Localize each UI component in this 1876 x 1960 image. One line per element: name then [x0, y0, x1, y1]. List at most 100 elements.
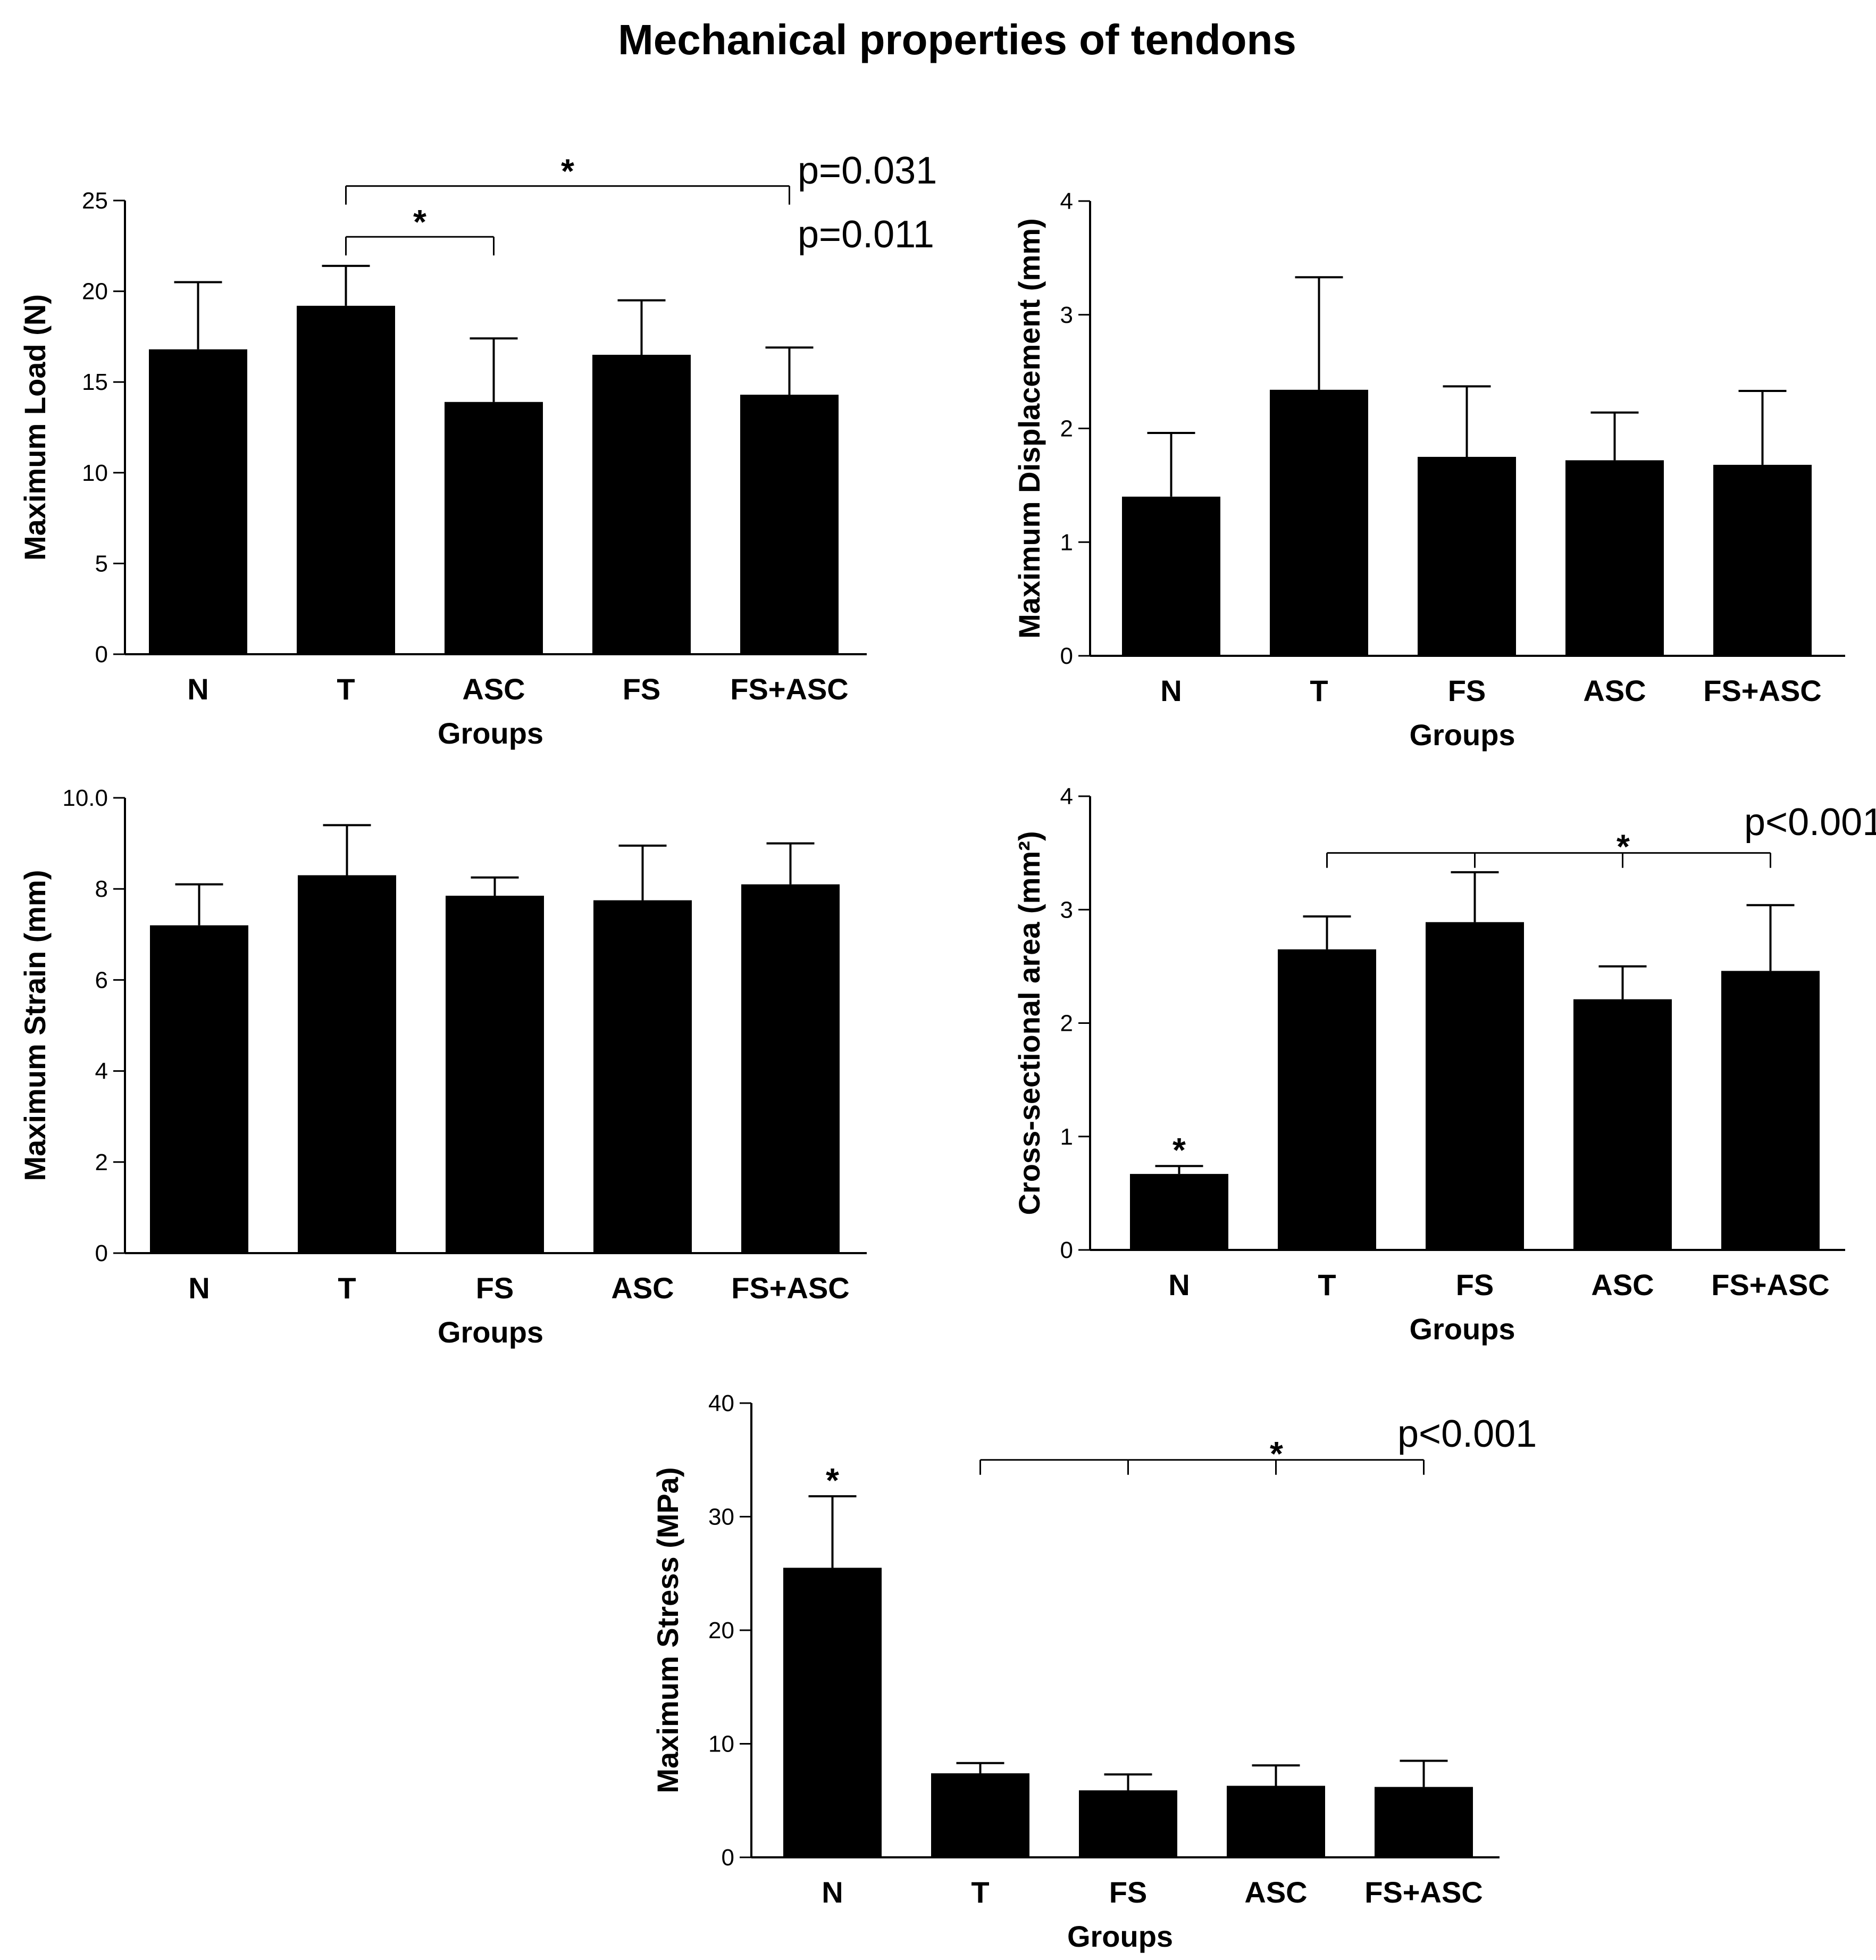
y-tick-label: 30: [708, 1504, 734, 1530]
significance-star: *: [826, 1461, 839, 1499]
y-tick-label: 2: [1060, 416, 1073, 442]
x-axis-title: Groups: [1409, 1312, 1515, 1346]
category-label: N: [188, 1271, 210, 1305]
y-tick-label: 25: [82, 188, 108, 214]
category-label: ASC: [462, 672, 525, 706]
x-axis-title: Groups: [438, 716, 543, 750]
bar-fs-plus-asc: [740, 395, 839, 654]
y-tick-label: 3: [1060, 897, 1073, 923]
chart-displacement: 0 1 2 3 4 N T FS ASC FS+ASC Groups Maximum Displace…: [1012, 188, 1845, 752]
category-label: N: [1160, 674, 1182, 707]
y-tick-label: 2: [95, 1149, 108, 1175]
category-label: ASC: [1591, 1268, 1654, 1302]
significance-star: *: [413, 203, 426, 241]
category-label: N: [1168, 1268, 1190, 1302]
bar-fs: [1079, 1790, 1177, 1857]
bar-asc: [593, 900, 692, 1253]
bar-asc: [1573, 999, 1672, 1250]
y-tick-label: 15: [82, 369, 108, 395]
bar-fs: [592, 355, 691, 654]
p-value-label: p=0.011: [798, 213, 934, 256]
bar-t: [1270, 389, 1368, 656]
significance-star: *: [561, 152, 574, 190]
p-value-label: p=0.031: [798, 149, 937, 192]
category-label: FS+ASC: [730, 672, 849, 706]
category-label: N: [187, 672, 208, 706]
figure-title: Mechanical properties of tendons: [618, 16, 1296, 63]
bar-n: [149, 349, 247, 654]
bar-asc: [1227, 1786, 1325, 1857]
significance-star: *: [1617, 828, 1630, 866]
category-label: FS+ASC: [1364, 1875, 1483, 1909]
bar-t: [298, 875, 396, 1253]
chart-strain: 0 2 4 6 8 10.0 N T FS ASC FS+ASC Groups Maximum Stra…: [18, 785, 867, 1349]
y-tick-label: 10.0: [62, 785, 108, 811]
category-label: T: [1318, 1268, 1336, 1302]
y-tick-label: 20: [82, 279, 108, 305]
bar-fs-plus-asc: [1713, 464, 1812, 656]
bar-t: [1278, 949, 1376, 1250]
y-tick-label: 3: [1060, 302, 1073, 328]
category-label: FS: [623, 672, 661, 706]
y-axis-title: Maximum Stress (MPa): [651, 1467, 684, 1793]
y-tick-label: 4: [1060, 783, 1073, 810]
bar-fs-plus-asc: [1721, 971, 1820, 1250]
x-axis-title: Groups: [1409, 718, 1515, 752]
category-label: N: [822, 1875, 843, 1909]
y-tick-label: 0: [95, 1240, 108, 1266]
y-tick-label: 20: [708, 1617, 734, 1644]
y-axis-title: Maximum Load (N): [18, 294, 52, 561]
significance-star: *: [1270, 1434, 1283, 1473]
y-axis-title: Maximum Displacement (mm): [1012, 218, 1046, 638]
y-axis-title: Maximum Strain (mm): [18, 870, 52, 1181]
bar-t: [931, 1773, 1029, 1857]
category-label: T: [337, 672, 355, 706]
category-label: T: [971, 1875, 989, 1909]
category-label: FS+ASC: [1703, 674, 1822, 707]
y-tick-label: 40: [708, 1390, 734, 1416]
y-tick-label: 1: [1060, 529, 1073, 555]
chart-area: 0 1 2 3 4 N T FS ASC FS+ASC Groups Cross-sectional …: [1012, 783, 1876, 1346]
y-tick-label: 4: [1060, 188, 1073, 214]
category-label: FS: [1109, 1875, 1148, 1909]
y-tick-label: 5: [95, 551, 108, 577]
category-label: FS: [476, 1271, 514, 1305]
category-label: FS: [1448, 674, 1486, 707]
y-axis-title: Cross-sectional area (mm²): [1012, 831, 1046, 1215]
y-tick-label: 6: [95, 967, 108, 993]
bar-fs: [1426, 922, 1524, 1250]
bar-asc: [445, 402, 543, 654]
y-tick-label: 10: [82, 460, 108, 486]
bar-n: [1122, 496, 1220, 656]
category-label: FS+ASC: [731, 1271, 850, 1305]
y-tick-label: 0: [1060, 643, 1073, 669]
y-tick-label: 2: [1060, 1011, 1073, 1037]
category-label: ASC: [611, 1271, 674, 1305]
bar-t: [297, 305, 395, 654]
category-label: T: [338, 1271, 356, 1305]
y-tick-label: 0: [722, 1845, 734, 1871]
bar-fs: [446, 896, 544, 1253]
bar-fs-plus-asc: [741, 884, 840, 1253]
bar-fs: [1418, 456, 1516, 656]
p-value-label: p<0.001: [1397, 1413, 1537, 1455]
y-tick-label: 4: [95, 1058, 108, 1085]
significance-star: *: [1172, 1131, 1186, 1169]
bar-n: [1130, 1174, 1228, 1250]
y-tick-label: 10: [708, 1731, 734, 1757]
category-label: ASC: [1244, 1875, 1307, 1909]
x-axis-title: Groups: [1067, 1920, 1173, 1953]
bar-fs-plus-asc: [1375, 1787, 1473, 1857]
y-tick-label: 0: [1060, 1237, 1073, 1263]
category-label: FS: [1456, 1268, 1494, 1302]
p-value-label: p<0.001: [1744, 801, 1876, 844]
y-tick-label: 1: [1060, 1124, 1073, 1150]
category-label: T: [1310, 674, 1328, 707]
bar-asc: [1565, 460, 1664, 656]
y-tick-label: 8: [95, 876, 108, 902]
x-axis-title: Groups: [438, 1315, 543, 1349]
bar-n: [150, 925, 248, 1253]
y-tick-label: 0: [95, 641, 108, 668]
chart-stress: 0 10 20 30 40 N T FS ASC FS+ASC Groups Maximum Stre…: [651, 1390, 1537, 1953]
